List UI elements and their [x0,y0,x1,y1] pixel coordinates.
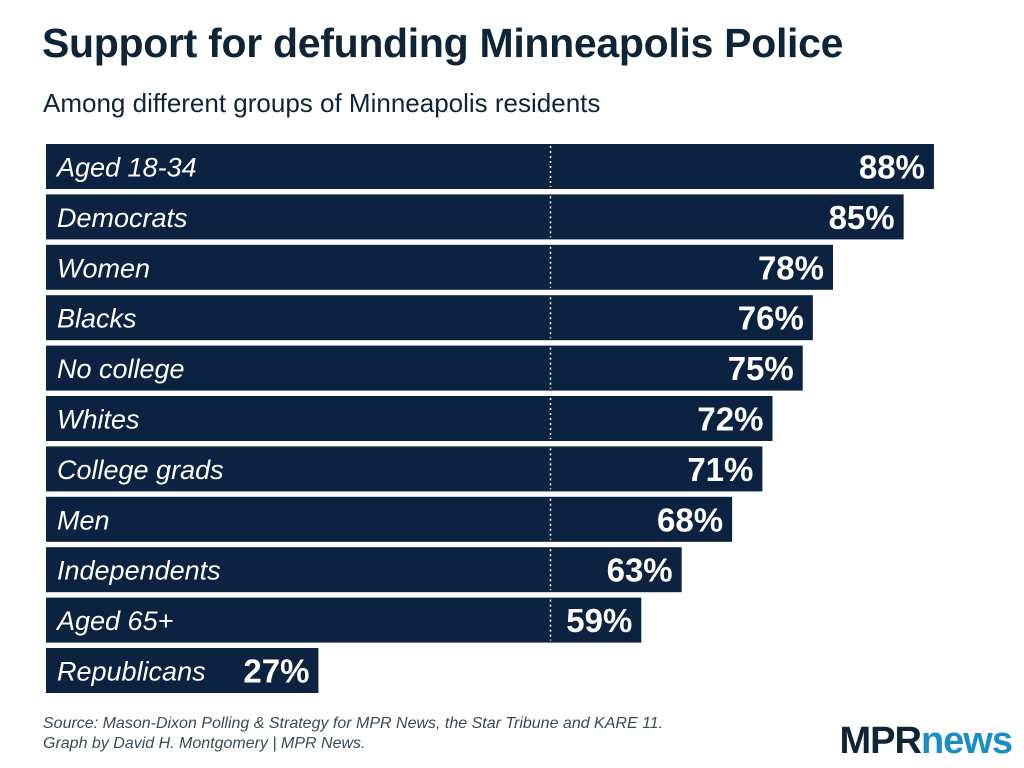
bar-0 [46,144,934,189]
category-label: Aged 65+ [55,606,173,636]
value-label: 75% [728,350,794,387]
value-label: 88% [859,149,925,186]
chart-subtitle: Among different groups of Minneapolis re… [43,88,601,118]
bar-2 [46,244,834,290]
bar-1 [46,194,904,240]
bar-8 [46,547,682,593]
chart-title: Support for defunding Minneapolis Police [42,20,844,66]
value-label: 71% [687,451,753,488]
credit-line: Graph by David H. Montgomery | MPR News. [43,735,366,752]
category-label: No college [57,354,185,384]
category-label: Whites [57,405,140,435]
category-label: Men [57,505,110,535]
category-label: Independents [57,556,221,586]
value-label: 72% [697,401,763,438]
mpr-news-logo: MPRnews [839,720,1014,763]
source-line: Source: Mason-Dixon Polling & Strategy f… [43,715,664,732]
logo-mpr: MPR [839,720,922,762]
category-label: Aged 18-34 [55,153,197,183]
value-label: 59% [566,602,632,639]
value-label: 27% [243,653,309,690]
source-note: Source: Mason-Dixon Polling & Strategy f… [43,714,663,754]
logo-news: news [920,720,1013,762]
category-label: Democrats [57,203,188,233]
bar-4 [46,345,803,391]
bar-3 [46,295,813,341]
value-label: 68% [657,501,723,538]
bar-6 [46,446,763,492]
category-label: College grads [57,455,224,485]
value-label: 78% [758,249,824,286]
category-label: Women [57,253,150,283]
value-label: 85% [829,199,895,236]
bar-9 [46,597,642,643]
bar-10 [46,648,319,693]
category-label: Blacks [57,304,137,334]
category-label: Republicans [57,657,206,687]
value-label: 63% [607,552,673,589]
bar-7 [46,496,733,542]
value-label: 76% [738,300,804,337]
bar-5 [46,396,773,441]
